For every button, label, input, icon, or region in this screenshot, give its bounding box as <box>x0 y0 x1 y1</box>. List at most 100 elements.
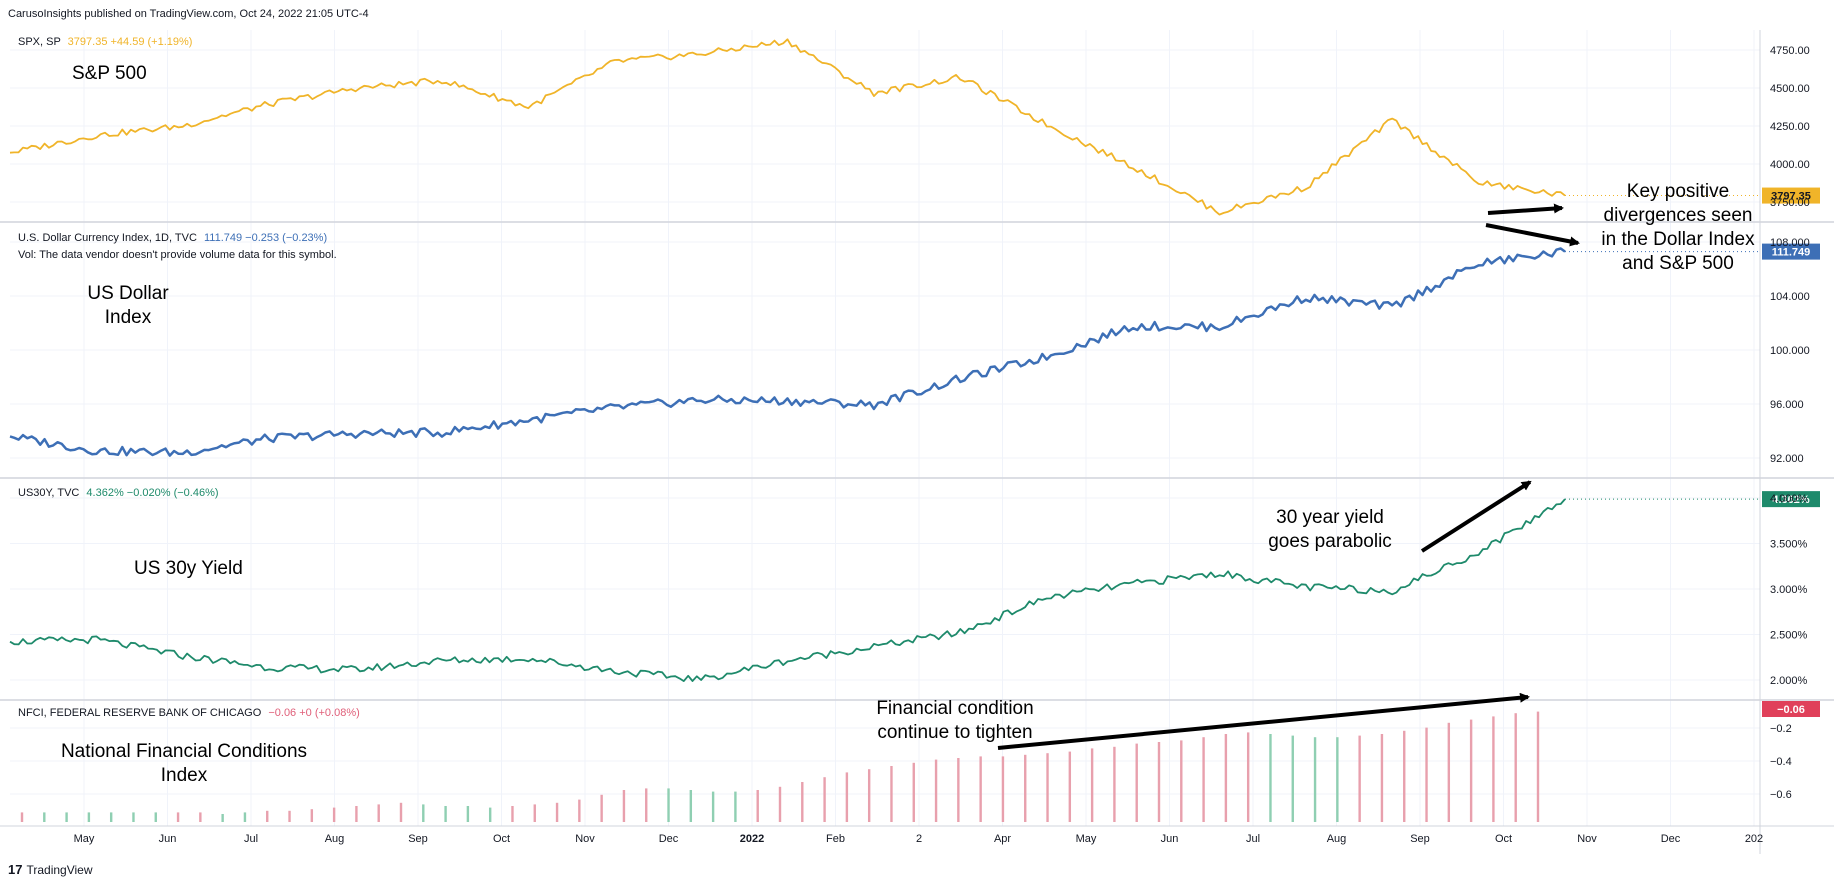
nfci-bar <box>1068 751 1072 822</box>
tradingview-logo-icon: 17 <box>8 862 23 877</box>
footer[interactable]: 17 TradingView <box>8 862 93 877</box>
nfci-bar <box>43 812 46 822</box>
nfci-bar <box>243 812 247 822</box>
nfci-bar <box>1291 735 1294 822</box>
nfci-bar <box>689 790 693 822</box>
publish-header: CarusoInsights published on TradingView.… <box>8 8 369 20</box>
nfci-bar <box>555 802 559 822</box>
divergence-arrow-dxy <box>1485 223 1580 247</box>
spx-series: 3797.35 <box>9 38 1820 216</box>
nfci-label-line2: Index <box>160 765 208 786</box>
price-scale-tick: −0.2 <box>1770 723 1792 735</box>
price-scale-tick: 92.000 <box>1770 453 1804 465</box>
nfci-label: National Financial Conditions Index <box>44 740 324 788</box>
price-scale-tick: 4250.00 <box>1770 121 1810 133</box>
financial-annotation: Financial condition continue to tighten <box>855 697 1055 745</box>
nfci-bar <box>1269 734 1272 822</box>
divergence-line2: divergences seen <box>1603 205 1753 226</box>
dxy-price-tag <box>1762 243 1820 260</box>
time-axis-label: Sep <box>1410 833 1430 845</box>
nfci-price-tag-label: −0.06 <box>1777 704 1805 716</box>
spx-price-tag <box>1762 187 1820 204</box>
us30y-legend[interactable]: US30Y, TVC 4.362% −0.020% (−0.46%) <box>18 487 219 499</box>
nfci-bar <box>1425 727 1428 822</box>
time-axis-label: Jun <box>1161 833 1179 845</box>
time-axis: May Jun Jul Aug Sep Oct Nov Dec 2022 Feb 2 Apr May Ju… <box>74 833 1764 845</box>
nfci-bar <box>1090 748 1094 822</box>
us30y-symbol: US30Y, TVC <box>18 487 80 499</box>
time-axis-label: Sep <box>408 833 428 845</box>
spx-symbol: SPX, SP <box>18 36 61 48</box>
nfci-bar <box>845 772 849 822</box>
financial-line1: Financial condition <box>876 698 1034 719</box>
nfci-price-tag <box>1762 701 1820 717</box>
nfci-bar <box>711 791 715 822</box>
nfci-bar <box>65 812 68 822</box>
nfci-bar <box>533 804 536 822</box>
dxy-legend[interactable]: U.S. Dollar Currency Index, 1D, TVC 111.… <box>18 232 327 244</box>
nfci-bar <box>466 806 470 822</box>
nfci-bar <box>266 810 269 822</box>
divergence-arrow-spx <box>1487 203 1564 215</box>
us30y-values: 4.362% −0.020% (−0.46%) <box>86 487 219 499</box>
price-scale-tick: 3750.00 <box>1770 197 1810 209</box>
nfci-bar <box>109 812 113 822</box>
nfci-bar <box>1469 719 1473 822</box>
nfci-bar <box>778 786 782 822</box>
nfci-bar <box>1380 734 1384 822</box>
spx-label: S&P 500 <box>72 63 147 84</box>
time-axis-label: Jun <box>159 833 177 845</box>
time-axis-label: Dec <box>659 833 679 845</box>
divergence-line4: and S&P 500 <box>1622 253 1734 274</box>
nfci-bar <box>1135 743 1138 822</box>
dxy-values: 111.749 −0.253 (−0.23%) <box>203 232 328 244</box>
nfci-bar <box>176 812 180 822</box>
nfci-bar <box>288 810 291 822</box>
yield-parabolic-arrow <box>1420 480 1532 553</box>
price-scale-tick: 2.000% <box>1770 675 1808 687</box>
price-scale-tick: 3.000% <box>1770 584 1808 596</box>
nfci-bar <box>645 788 648 822</box>
nfci-bar <box>578 799 581 822</box>
nfci-bar <box>890 766 893 822</box>
price-scale-tick: −0.6 <box>1770 789 1792 801</box>
nfci-bar <box>1001 756 1005 822</box>
time-axis-label: Dec <box>1661 833 1681 845</box>
nfci-bar <box>310 809 314 822</box>
time-axis-label: May <box>74 833 95 845</box>
price-scale-tick: 96.000 <box>1770 399 1804 411</box>
annotation-arrows <box>997 203 1580 750</box>
nfci-bar <box>1246 732 1250 822</box>
nfci-bar <box>1492 716 1495 822</box>
dxy-series: 111.749 <box>9 243 1820 457</box>
divergence-line1: Key positive <box>1626 181 1730 202</box>
nfci-bar <box>1224 734 1228 822</box>
time-axis-label: Oct <box>493 833 510 845</box>
nfci-bar <box>154 812 157 822</box>
nfci-bar <box>377 804 380 822</box>
nfci-bar <box>355 806 358 822</box>
nfci-bar <box>1336 737 1339 822</box>
dxy-price-tag-label: 111.749 <box>1772 247 1811 259</box>
nfci-bar <box>801 782 804 822</box>
nfci-bar <box>1514 713 1517 822</box>
us30y-price-tag <box>1762 491 1820 508</box>
nfci-values: −0.06 +0 (+0.08%) <box>268 707 360 719</box>
price-scale-tick: 100.000 <box>1770 345 1810 357</box>
price-scale-tick: 4.000% <box>1770 493 1808 505</box>
time-axis-label: 2022 <box>740 833 764 845</box>
nfci-bar <box>1046 753 1049 822</box>
nfci-bar <box>1447 722 1451 822</box>
spx-legend[interactable]: SPX, SP 3797.35 +44.59 (+1.19%) <box>18 36 192 48</box>
nfci-bar <box>199 812 202 822</box>
time-axis-label: Jul <box>244 833 258 845</box>
nfci-bar <box>20 812 24 822</box>
grid-lines <box>10 30 1760 826</box>
nfci-bar <box>979 756 982 822</box>
tradingview-brand: TradingView <box>26 862 93 877</box>
nfci-legend[interactable]: NFCI, FEDERAL RESERVE BANK OF CHICAGO −0… <box>18 707 360 719</box>
time-axis-label: May <box>1076 833 1097 845</box>
us30y-price-tag-label: 4.362% <box>1772 494 1810 506</box>
nfci-bar <box>1313 737 1317 822</box>
